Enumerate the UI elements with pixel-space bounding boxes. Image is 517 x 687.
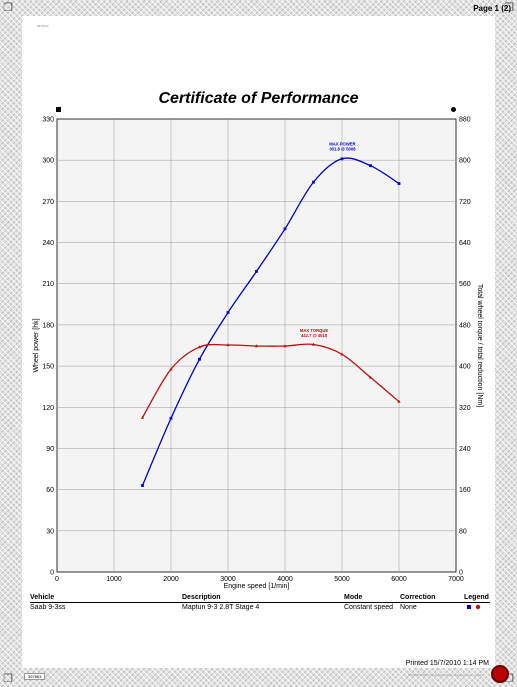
y-tick-label: 270 [42,199,54,206]
power-data-point [198,357,201,361]
axis-ticks: 0 1000 2000 3000 4000 5000 6000 700003060901201… [42,117,470,584]
y2-tick-label: 640 [459,240,471,247]
header-mode: Mode [344,594,363,601]
copy-page-icon[interactable]: ❐ [3,673,13,685]
y2-tick-label: 560 [459,281,471,288]
y2-tick-label: 0 [459,570,463,577]
left-handle-marker [56,107,61,112]
y2-tick-label: 80 [459,528,467,535]
x-tick-label: 1000 [106,576,122,583]
header-description: Description [182,594,221,601]
x-tick-label: 5000 [334,576,350,583]
power-data-point [226,311,230,314]
power-data-point [369,164,372,168]
y-tick-label: 30 [46,528,54,535]
y2-tick-label: 240 [459,446,471,453]
footer-note: SUPERFLOW / Dynapack chassis dynamometer… [407,673,483,677]
y-tick-label: 120 [42,405,54,412]
x-tick-label: 4000 [277,576,293,583]
torque-series-line [141,343,400,418]
power-data-point [169,416,173,420]
torque-data-point [226,343,230,347]
power-data-point [340,157,344,161]
page-number-label: Page 1 (2) [473,4,511,13]
torque-data-point [169,367,173,371]
torque-data-point [254,344,259,348]
cell-correction: None [400,604,417,611]
power-annotation-label: 301.8 @ 5008 [329,147,356,152]
copy-page-icon[interactable]: ❐ [504,2,514,14]
document-id: 397883 [24,673,46,680]
y-tick-label: 330 [42,117,54,124]
y-tick-label: 210 [42,281,54,288]
power-annotation-label: MAX POWER [329,142,355,147]
grid-lines [57,119,456,572]
torque-data-point [368,375,373,379]
y-tick-label: 90 [46,446,54,453]
results-table: Vehicle Description Mode Correction Lege… [30,593,490,612]
x-tick-label: 7000 [448,576,464,583]
torque-annotation-label: MAX TORQUE [300,328,329,333]
y2-tick-label: 880 [459,117,471,124]
copy-page-icon[interactable]: ❐ [3,2,13,14]
x-tick-label: 3000 [220,576,236,583]
y-tick-label: 150 [42,364,54,371]
cell-legend [466,604,484,612]
torque-data-point [140,415,145,419]
x-tick-label: 0 [55,576,59,583]
header-vehicle: Vehicle [30,594,55,601]
x-axis-label: Engine speed [1/min] [224,583,290,590]
y-tick-label: 0 [50,570,54,577]
torque-data-point [197,345,202,349]
chart-title: Certificate of Performance [158,90,359,107]
power-data-point [283,227,287,231]
power-data-point [397,182,401,185]
y2-tick-label: 800 [459,158,471,165]
power-data-point [312,180,315,184]
y2-tick-label: 400 [459,364,471,371]
torque-data-point [397,399,401,403]
y2-tick-label: 720 [459,199,471,206]
y2-axis-label: Total wheel torque / total reduction [Nm… [476,284,483,407]
right-handle-marker [451,107,456,112]
brand-logo [491,665,509,683]
torque-data-point [283,344,287,348]
cell-description: Maptun 9-3 2.8T Stage 4 [182,604,260,611]
y-tick-label: 180 [42,322,54,329]
table-header: Vehicle Description Mode Correction Lege… [30,593,490,603]
power-data-point [141,484,144,487]
tiny-header-text: 09.05.07 [37,24,49,28]
torque-data-point [340,352,344,356]
legend-torque-marker [475,604,481,610]
power-data-point [255,269,258,273]
y-tick-label: 60 [46,487,54,494]
power-series-line [141,157,400,486]
x-tick-label: 2000 [163,576,179,583]
printed-timestamp: Printed 15/7/2010 1:14 PM [405,660,489,667]
header-legend: Legend [464,594,489,601]
y-axis-label: Wheel power [hk] [33,318,40,372]
y-tick-label: 240 [42,240,54,247]
header-correction: Correction [400,594,436,601]
y2-tick-label: 480 [459,322,471,329]
copy-page-icon[interactable]: ❐ [504,673,514,685]
cell-mode: Constant speed [344,604,394,611]
y2-tick-label: 160 [459,487,471,494]
y2-tick-label: 320 [459,405,471,412]
x-tick-label: 6000 [391,576,407,583]
legend-power-marker [467,605,471,609]
table-row[interactable]: Saab 9-3ss Maptun 9-3 2.8T Stage 4 Const… [30,603,490,612]
cell-vehicle: Saab 9-3ss [30,604,66,611]
y-tick-label: 300 [42,158,54,165]
torque-data-point [311,342,316,346]
legend-markers [467,604,481,610]
torque-annotation-label: 442.7 @ 4510 [301,333,328,338]
